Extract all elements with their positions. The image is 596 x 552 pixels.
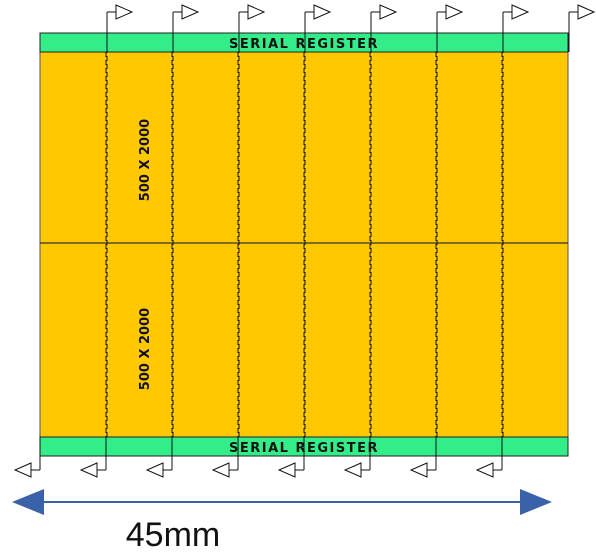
bottom-output-amplifier-icon	[211, 462, 230, 478]
top-output-amplifier-icon	[313, 4, 332, 20]
top-serial-register-label: SERIAL REGISTER	[229, 37, 379, 52]
bottom-output-amplifier-icon	[475, 462, 494, 478]
bottom-amplifier-lines	[13, 52, 503, 478]
dimension-arrow-right-head	[520, 489, 552, 515]
dimension-label: 45mm	[126, 516, 220, 552]
bottom-output-amplifier-icon	[409, 462, 428, 478]
upper-section-label: 500 X 2000	[138, 119, 153, 201]
top-output-amplifier-icon	[445, 4, 464, 20]
top-output-amplifier-icon	[577, 4, 596, 20]
bottom-serial-register-label: SERIAL REGISTER	[229, 441, 379, 456]
top-output-amplifier-icon	[181, 4, 200, 20]
lower-section-label: 500 X 2000	[138, 308, 153, 390]
top-output-amplifier-icon	[115, 4, 134, 20]
top-amplifier-lines	[106, 4, 596, 437]
bottom-output-amplifier-icon	[13, 462, 32, 478]
top-output-amplifier-icon	[379, 4, 398, 20]
bottom-output-amplifier-icon	[79, 462, 98, 478]
dimension-arrow-left-head	[12, 489, 44, 515]
top-output-amplifier-icon	[511, 4, 530, 20]
bottom-output-amplifier-icon	[343, 462, 362, 478]
bottom-output-amplifier-icon	[145, 462, 164, 478]
top-output-amplifier-icon	[247, 4, 266, 20]
bottom-output-amplifier-icon	[277, 462, 296, 478]
